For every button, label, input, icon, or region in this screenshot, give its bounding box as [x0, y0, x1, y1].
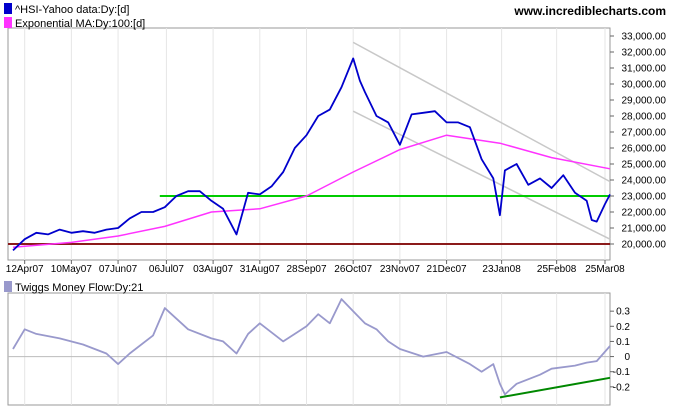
- ema-100-line: [12, 134, 611, 248]
- price-y-tick-label: 24,000.00: [622, 176, 667, 187]
- price-y-tick-label: 29,000.00: [622, 96, 667, 107]
- twiggs-legend-swatch: [4, 281, 12, 292]
- price-y-tick-label: 26,000.00: [622, 144, 667, 155]
- twiggs-legend-label: Twiggs Money Flow:Dy:21: [15, 282, 143, 294]
- x-tick-label: 10May07: [51, 264, 93, 275]
- price-y-tick-label: 25,000.00: [622, 160, 667, 171]
- price-y-tick-label: 31,000.00: [622, 64, 667, 75]
- x-tick-label: 31Aug07: [240, 264, 280, 275]
- twiggs-panel-frame: [7, 292, 611, 406]
- twiggs-y-tick-label: 0.2: [616, 322, 630, 333]
- ema-legend-label: Exponential MA:Dy:100:[d]: [15, 18, 145, 30]
- x-tick-label: 25Mar08: [585, 264, 625, 275]
- x-tick-label: 26Oct07: [334, 264, 372, 275]
- x-tick-label: 25Feb08: [537, 264, 577, 275]
- price-y-tick-label: 23,000.00: [622, 192, 667, 203]
- price-y-tick-label: 33,000.00: [622, 32, 667, 43]
- price-y-tick-label: 20,000.00: [622, 240, 667, 251]
- twiggs-y-tick-label: 0.1: [616, 337, 630, 348]
- price-y-tick-label: 21,000.00: [622, 224, 667, 235]
- hsi-price-line: [12, 57, 611, 252]
- price-y-tick-label: 28,000.00: [622, 112, 667, 123]
- twiggs-y-tick-label: -0.1: [613, 367, 631, 378]
- x-ticks: 12Apr07 10May07 07Jun07 06Jul07 03Aug07 31Aug…: [6, 260, 625, 275]
- ema-legend-swatch: [4, 17, 12, 28]
- x-tick-label: 07Jun07: [99, 264, 138, 275]
- x-tick-label: 23Nov07: [380, 264, 420, 275]
- watermark: www.incrediblecharts.com: [513, 4, 666, 18]
- x-tick-label: 03Aug07: [193, 264, 233, 275]
- price-y-ticks: 20,000.00 21,000.00 22,000.00 23,000.00 24,0…: [610, 32, 666, 251]
- price-y-tick-label: 22,000.00: [622, 208, 667, 219]
- x-tick-label: 12Apr07: [6, 264, 44, 275]
- x-tick-label: 21Dec07: [427, 264, 467, 275]
- price-series: [8, 41, 611, 252]
- twiggs-series: [8, 298, 611, 399]
- twiggs-y-tick-label: 0.3: [616, 307, 630, 318]
- price-y-tick-label: 32,000.00: [622, 48, 667, 59]
- twiggs-y-tick-label: 0: [624, 352, 630, 363]
- twiggs-y-tick-label: -0.2: [613, 382, 631, 393]
- hsi-legend-swatch: [4, 3, 12, 14]
- hsi-legend-label: ^HSI-Yahoo data:Dy:[d]: [15, 4, 129, 16]
- twiggs-money-flow-line: [12, 298, 611, 396]
- x-tick-label: 23Jan08: [482, 264, 521, 275]
- price-y-tick-label: 27,000.00: [622, 128, 667, 139]
- channel-upper-line: [352, 41, 611, 183]
- twiggs-trend-line: [499, 376, 611, 399]
- x-tick-label: 06Jul07: [149, 264, 184, 275]
- x-tick-label: 28Sep07: [286, 264, 326, 275]
- price-y-tick-label: 30,000.00: [622, 80, 667, 91]
- channel-lower-line: [352, 110, 611, 240]
- price-panel-frame: [7, 27, 611, 261]
- twiggs-y-ticks: 0.3 0.2 0.1 0 -0.1 -0.2: [610, 307, 631, 393]
